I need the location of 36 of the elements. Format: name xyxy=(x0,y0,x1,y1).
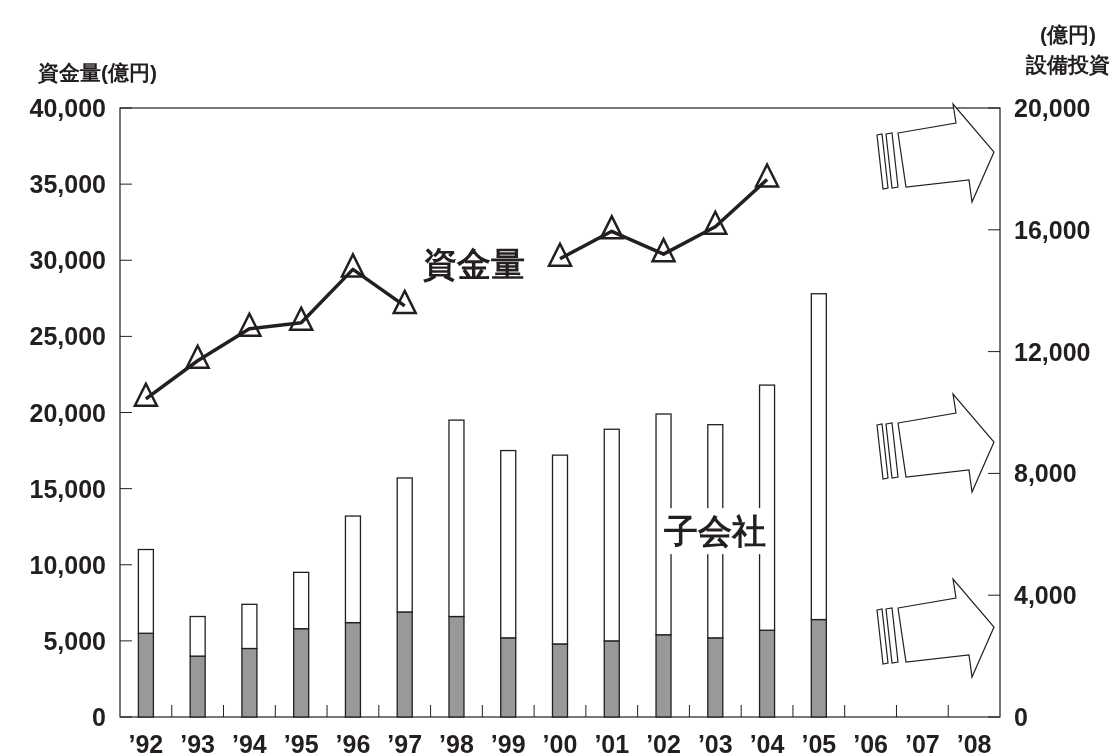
y-tick-label: 20,000 xyxy=(29,398,106,427)
x-tick-label: ’93 xyxy=(180,730,216,755)
y-tick-label: 5,000 xyxy=(43,626,106,655)
x-tick-label: ’97 xyxy=(387,730,423,755)
y-tick-label: 35,000 xyxy=(29,170,106,199)
x-tick-label: ’92 xyxy=(128,730,164,755)
y-tick-label: 25,000 xyxy=(29,322,106,351)
y2-tick-label: 8,000 xyxy=(1014,459,1077,488)
x-tick-label: ’05 xyxy=(801,730,837,755)
series-label: 子会社 xyxy=(663,512,767,551)
x-tick-label: ’06 xyxy=(853,730,888,755)
y-tick-label: 15,000 xyxy=(29,474,106,503)
x-tick-label: ’02 xyxy=(646,730,681,755)
x-tick-label: ’99 xyxy=(490,730,526,755)
y-tick-label: 40,000 xyxy=(29,94,106,122)
y2-tick-label: 12,000 xyxy=(1014,337,1091,366)
series-label: 資金量 xyxy=(422,245,526,284)
y2-axis-title: (億円) 設備投資 xyxy=(1025,23,1110,77)
x-tick-label: ’04 xyxy=(749,730,785,755)
x-tick-label: ’98 xyxy=(439,730,474,755)
y2-tick-label: 20,000 xyxy=(1014,94,1091,122)
x-tick-label: ’00 xyxy=(542,730,578,755)
y-axis-title: 資金量(億円) xyxy=(37,61,157,85)
y2-tick-label: 4,000 xyxy=(1014,581,1077,610)
y-tick-label: 10,000 xyxy=(29,550,106,579)
x-tick-label: ’07 xyxy=(904,730,940,755)
x-tick-label: ’94 xyxy=(232,730,267,755)
y2-tick-label: 16,000 xyxy=(1014,215,1091,244)
x-tick-label: ’03 xyxy=(697,730,733,755)
x-tick-label: ’95 xyxy=(283,730,319,755)
y-tick-label: 30,000 xyxy=(29,246,106,275)
x-tick-label: ’96 xyxy=(335,730,371,755)
y-tick-label: 0 xyxy=(92,703,106,731)
y2-tick-label: 0 xyxy=(1014,703,1028,731)
x-tick-label: ’08 xyxy=(956,730,992,755)
x-tick-label: ’01 xyxy=(594,730,630,755)
